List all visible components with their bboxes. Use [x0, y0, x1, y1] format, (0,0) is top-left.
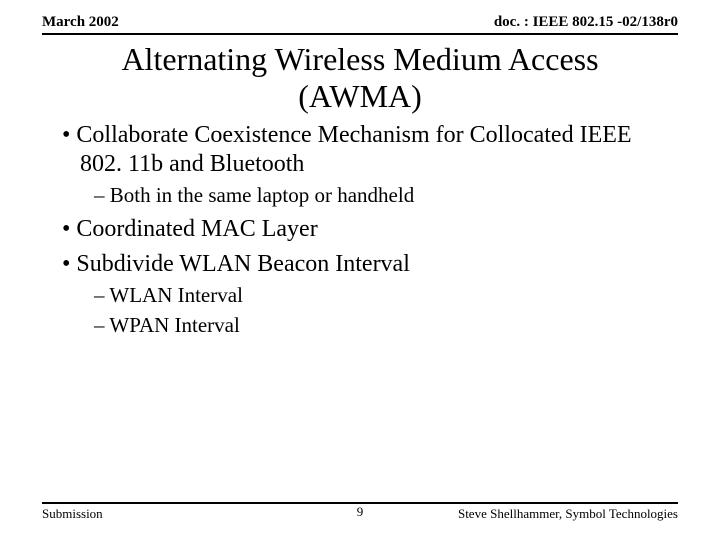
subbullet-wpan-interval: WPAN Interval — [42, 313, 678, 339]
bullet-collaborate: Collaborate Coexistence Mechanism for Co… — [42, 121, 678, 180]
subbullet-wlan-interval: WLAN Interval — [42, 283, 678, 309]
header-date: March 2002 — [42, 14, 119, 31]
subbullet-same-laptop: Both in the same laptop or handheld — [42, 183, 678, 209]
title-line-1: Alternating Wireless Medium Access — [42, 41, 678, 78]
slide-body: Collaborate Coexistence Mechanism for Co… — [42, 121, 678, 339]
slide-title: Alternating Wireless Medium Access (AWMA… — [42, 41, 678, 115]
header-doc-id: doc. : IEEE 802.15 -02/138r0 — [494, 14, 678, 31]
footer-page-number: 9 — [0, 504, 720, 520]
header-row: March 2002 doc. : IEEE 802.15 -02/138r0 — [42, 14, 678, 35]
bullet-coordinated-mac: Coordinated MAC Layer — [42, 215, 678, 244]
bullet-subdivide-beacon: Subdivide WLAN Beacon Interval — [42, 250, 678, 279]
slide-page: March 2002 doc. : IEEE 802.15 -02/138r0 … — [0, 0, 720, 540]
title-line-2: (AWMA) — [42, 78, 678, 115]
